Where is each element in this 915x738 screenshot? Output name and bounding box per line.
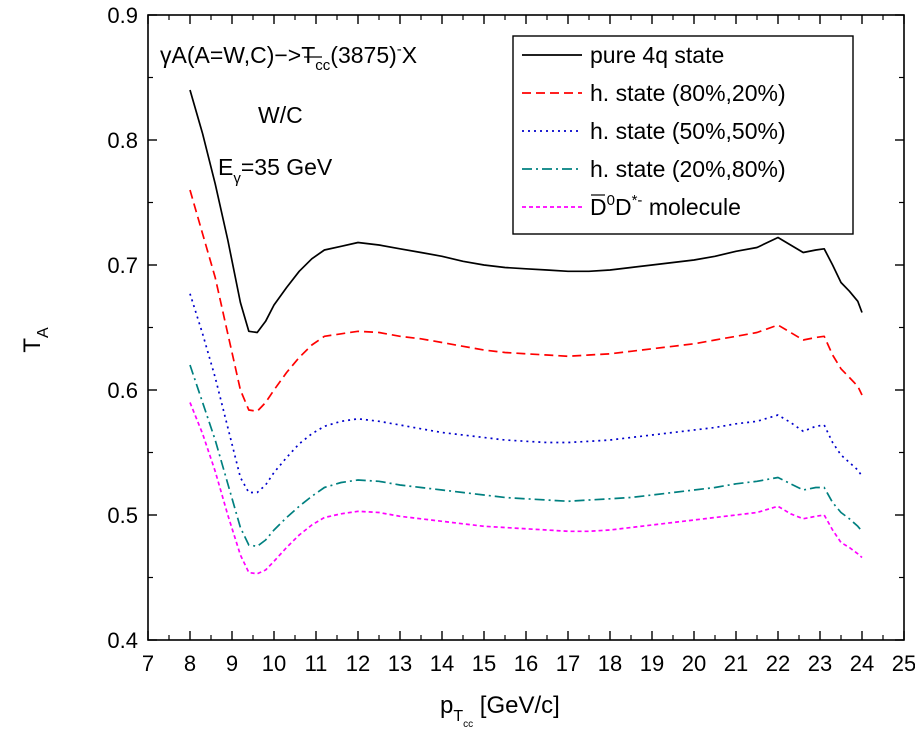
legend: pure 4q state h. state (80%,20%) h. state … — [512, 35, 854, 235]
x-tick-label: 13 — [388, 651, 412, 676]
x-tick-label: 22 — [766, 651, 790, 676]
x-tick-label: 14 — [430, 651, 454, 676]
energy-prefix: E — [218, 154, 233, 180]
x-tick-label: 17 — [556, 651, 580, 676]
y-tick-label: 0.8 — [107, 128, 138, 153]
legend-label-4: h. state (20%,80%) — [590, 156, 786, 182]
x-tick-label: 18 — [598, 651, 622, 676]
x-axis-title-subsub: cc — [463, 719, 473, 730]
x-axis-title-unit: [GeV/c] — [473, 692, 560, 719]
x-tick-label: 10 — [262, 651, 286, 676]
legend-label-1: pure 4q state — [590, 42, 724, 68]
legend-label-part: D — [590, 194, 607, 220]
legend-label-3: h. state (50%,50%) — [590, 118, 786, 144]
y-tick-label: 0.6 — [107, 378, 138, 403]
energy-suffix: =35 GeV — [241, 154, 333, 180]
legend-label-part: molecule — [642, 194, 740, 220]
legend-label-part: D — [615, 194, 632, 220]
y-tick-label: 0.4 — [107, 628, 138, 653]
x-tick-label: 9 — [226, 651, 238, 676]
reaction-sub: cc — [315, 57, 331, 74]
energy-annotation: Eγ=35 GeV — [218, 154, 333, 187]
x-tick-label: 8 — [184, 651, 196, 676]
legend-label-part: 0 — [607, 192, 615, 209]
x-tick-label: 25 — [892, 651, 915, 676]
reaction-annotation: γA(A=W,C)−>Tcc(3875)-X — [160, 41, 417, 74]
plot-frame — [147, 14, 905, 641]
axis-tick-labels: 7 8 9 10 11 12 13 14 15 16 17 18 19 20 21 22 23 24 25 0.4 0.… — [107, 3, 915, 676]
x-tick-label: 19 — [640, 651, 664, 676]
y-axis-title-main: T — [19, 338, 46, 353]
legend-label-5: D0D*- molecule — [590, 192, 741, 220]
x-tick-label: 11 — [305, 651, 328, 676]
reaction-end: X — [402, 42, 417, 68]
x-tick-label: 7 — [142, 651, 154, 676]
x-axis-title-sub: T — [453, 708, 463, 725]
y-tick-label: 0.7 — [107, 253, 138, 278]
series-layer — [189, 89, 863, 575]
x-tick-label: 21 — [724, 651, 748, 676]
series-line-4 — [189, 364, 863, 548]
y-axis-title: TA — [19, 327, 52, 353]
x-tick-label: 12 — [346, 651, 370, 676]
reaction-sup: - — [397, 41, 402, 58]
x-tick-label: 24 — [850, 651, 874, 676]
energy-sub: γ — [233, 170, 241, 187]
x-tick-label: 23 — [808, 651, 832, 676]
x-tick-label: 20 — [682, 651, 706, 676]
series-line-3 — [189, 293, 863, 494]
legend-box — [512, 35, 854, 235]
legend-label-2: h. state (80%,20%) — [590, 80, 786, 106]
x-axis-title-main: p — [440, 692, 453, 719]
series-line-5 — [189, 402, 863, 575]
reaction-suffix: (3875) — [330, 42, 396, 68]
y-tick-label: 0.5 — [107, 503, 138, 528]
y-axis-title-sub: A — [35, 327, 52, 338]
series-line-1 — [189, 89, 863, 334]
legend-label-part: *- — [632, 192, 643, 209]
reaction-prefix: γA(A=W,C)−>T — [160, 42, 315, 68]
ratio-annotation: W/C — [258, 102, 303, 128]
x-tick-label: 16 — [514, 651, 538, 676]
x-axis-title: pTcc [GeV/c] — [440, 692, 560, 730]
x-tick-label: 15 — [472, 651, 496, 676]
y-tick-label: 0.9 — [107, 3, 138, 28]
